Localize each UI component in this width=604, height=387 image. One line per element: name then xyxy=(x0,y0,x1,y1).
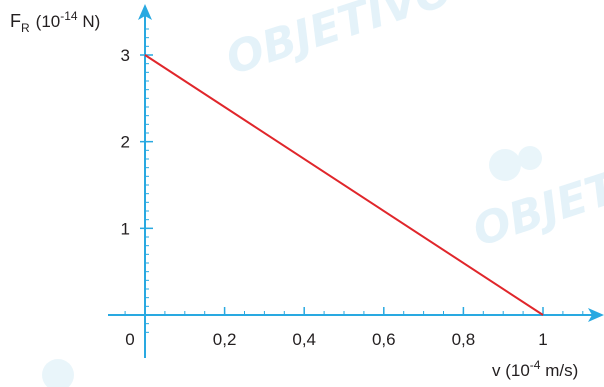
y-tick-labels: 1 2 3 xyxy=(121,46,130,238)
x-tick-label: 0,8 xyxy=(452,330,476,349)
x-tick-label: 0,4 xyxy=(292,330,316,349)
series-group xyxy=(144,54,544,316)
y-axis-arrowhead xyxy=(138,4,152,20)
y-tick-label: 2 xyxy=(121,133,130,152)
watermark-logo-icon xyxy=(42,146,542,387)
y-tick-label: 3 xyxy=(121,46,130,65)
x-tick-label: 0,6 xyxy=(372,330,396,349)
x-axis-arrowhead xyxy=(588,308,604,322)
x-tick-labels: 0 0,2 0,4 0,6 0,8 1 xyxy=(125,330,547,349)
x-axis-label: v (10-4 m/s) xyxy=(492,358,578,380)
x-tick-label: 0 xyxy=(125,330,134,349)
watermark-text-top: OBJETIVO xyxy=(220,0,459,85)
x-major-ticks xyxy=(223,307,544,315)
y-axis-label: FR (10-14 N) xyxy=(10,9,100,35)
y-minor-ticks xyxy=(145,28,149,333)
series-line xyxy=(144,54,544,316)
x-tick-label: 0,2 xyxy=(213,330,237,349)
x-tick-label: 1 xyxy=(538,330,547,349)
y-tick-label: 1 xyxy=(121,219,130,238)
